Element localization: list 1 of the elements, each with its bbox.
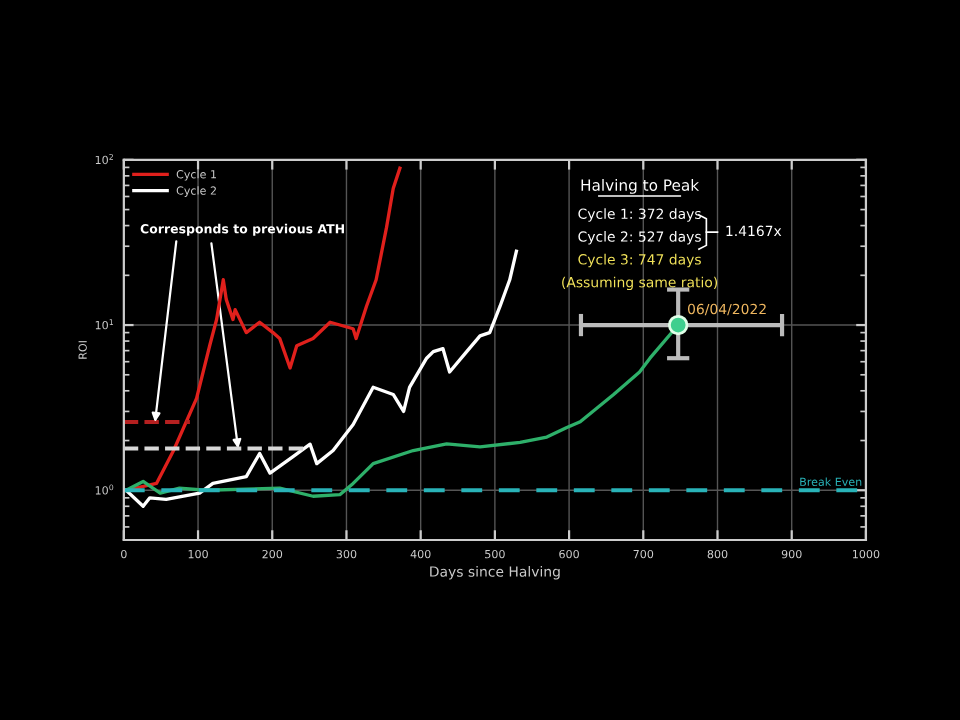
line-series <box>124 249 519 508</box>
